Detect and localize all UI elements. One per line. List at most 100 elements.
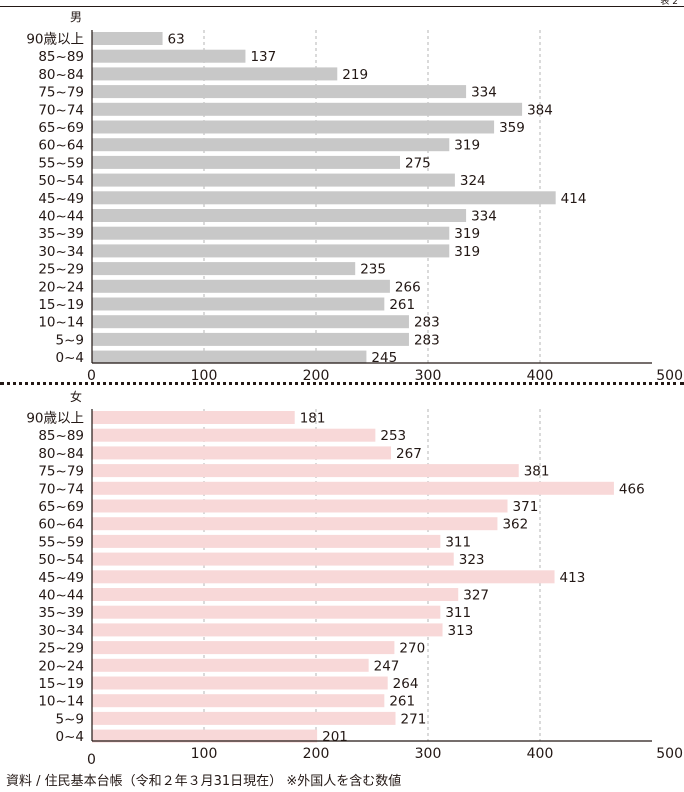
source-note: 資料 / 住民基本台帳（令和２年３月31日現在） ※外国人を含む数値 [6, 774, 402, 789]
male-bar [92, 120, 495, 134]
male-bar [92, 32, 163, 45]
female-x-tick-label: 200 [303, 746, 330, 762]
female-bar [92, 534, 441, 548]
male-panel: 男 90歳以上 63 85~89 137 80~84 219 75~79 334 70~74 384… [26, 10, 683, 384]
female-value-label: 413 [560, 570, 586, 586]
female-category-label: 80~84 [38, 446, 84, 462]
female-category-label: 85~89 [38, 428, 84, 444]
male-x-tick-label: 200 [303, 368, 330, 384]
female-value-label: 311 [445, 605, 471, 621]
female-category-label: 10~14 [38, 694, 84, 710]
male-category-label: 60~64 [38, 138, 84, 154]
female-category-label: 50~54 [38, 552, 84, 568]
male-x-tick-label: 500 [656, 368, 683, 384]
male-bar [92, 262, 356, 276]
female-x-tick-label: 500 [656, 746, 683, 762]
male-category-label: 70~74 [38, 102, 84, 118]
female-category-label: 25~29 [38, 641, 84, 657]
male-bar [92, 191, 556, 205]
female-category-label: 20~24 [38, 658, 84, 674]
male-bar [92, 85, 467, 99]
male-value-label: 261 [389, 297, 415, 313]
male-value-label: 219 [342, 67, 368, 83]
male-bar [92, 226, 450, 240]
female-panel: 女 90歳以上 181 85~89 253 80~84 267 75~79 381 70~74 46… [26, 389, 683, 768]
male-bar [92, 244, 450, 258]
male-bar [92, 332, 409, 346]
male-bar [92, 297, 385, 311]
female-bar [92, 499, 508, 513]
male-category-label: 0~4 [56, 350, 85, 366]
female-bar [92, 411, 295, 424]
female-value-label: 311 [445, 534, 471, 550]
female-title: 女 [70, 389, 82, 404]
female-category-label: 5~9 [56, 711, 85, 727]
male-value-label: 319 [454, 226, 480, 242]
female-bar [92, 605, 441, 619]
male-category-label: 80~84 [38, 67, 84, 83]
male-x-tick-label: 0 [87, 368, 96, 384]
female-bar [92, 711, 396, 725]
male-value-label: 359 [499, 120, 525, 136]
female-category-label: 0~4 [56, 729, 85, 745]
male-category-label: 55~59 [38, 155, 84, 171]
female-bar [92, 641, 395, 655]
panel-divider [0, 382, 684, 385]
female-bar [92, 481, 614, 495]
male-x-tick-label: 400 [527, 368, 554, 384]
male-value-label: 384 [527, 102, 553, 118]
male-value-label: 275 [405, 155, 431, 171]
male-category-label: 15~19 [38, 297, 84, 313]
female-category-label: 75~79 [38, 464, 84, 480]
female-value-label: 247 [374, 658, 400, 674]
female-category-label: 65~69 [38, 499, 84, 515]
female-x-tick-label: 300 [415, 746, 442, 762]
female-value-label: 371 [513, 499, 539, 515]
female-value-label: 253 [380, 428, 406, 444]
male-x-tick-label: 100 [191, 368, 218, 384]
female-bar [92, 517, 498, 531]
female-value-label: 323 [459, 552, 485, 568]
female-value-label: 271 [401, 711, 427, 727]
top-rule [0, 6, 684, 7]
male-value-label: 63 [168, 32, 185, 48]
male-value-label: 283 [414, 315, 440, 331]
male-category-label: 85~89 [38, 49, 84, 65]
female-bar [92, 694, 385, 708]
female-bar [92, 552, 454, 566]
male-category-label: 30~34 [38, 244, 84, 260]
male-value-label: 334 [471, 209, 497, 225]
male-value-label: 334 [471, 85, 497, 101]
male-category-label: 25~29 [38, 262, 84, 278]
female-bar [92, 658, 369, 672]
male-bar [92, 279, 390, 293]
male-category-label: 10~14 [38, 315, 84, 331]
male-title: 男 [70, 10, 82, 24]
female-category-label: 70~74 [38, 481, 84, 497]
female-bar [92, 428, 376, 442]
female-category-label: 55~59 [38, 534, 84, 550]
female-bar [92, 623, 443, 637]
female-value-label: 267 [396, 446, 422, 462]
male-bar [92, 350, 367, 364]
male-bar [92, 138, 450, 152]
male-category-label: 45~49 [38, 191, 84, 207]
female-value-label: 313 [448, 623, 474, 639]
female-category-label: 60~64 [38, 517, 84, 533]
male-category-label: 75~79 [38, 85, 84, 101]
female-category-label: 30~34 [38, 623, 84, 639]
female-category-label: 15~19 [38, 676, 84, 692]
male-category-label: 20~24 [38, 279, 84, 295]
male-category-label: 5~9 [56, 332, 85, 348]
male-bar [92, 155, 400, 169]
male-value-label: 319 [454, 244, 480, 260]
female-value-label: 270 [399, 641, 425, 657]
male-bar [92, 209, 467, 222]
female-bar [92, 588, 459, 601]
male-category-label: 65~69 [38, 120, 84, 136]
female-value-label: 381 [524, 464, 550, 480]
female-category-label: 45~49 [38, 570, 84, 586]
male-value-label: 266 [395, 279, 421, 295]
female-x-tick-label: 400 [527, 746, 554, 762]
